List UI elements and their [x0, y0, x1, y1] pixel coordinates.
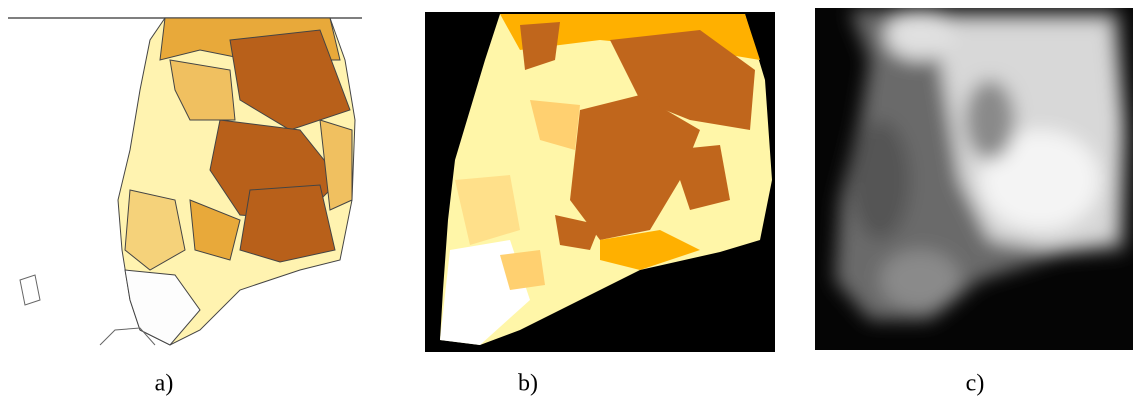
- panel-a-map: [8, 18, 362, 345]
- panel-label: b): [518, 371, 538, 397]
- figure: a) b) c): [0, 0, 1140, 404]
- panel-b-map: [425, 12, 775, 352]
- page: a) b) c) (() => { const data = JSON.pars…: [0, 0, 1140, 404]
- panel-label: a): [155, 371, 174, 397]
- panel-c-density: [815, 8, 1133, 350]
- panel-label: c): [966, 371, 985, 397]
